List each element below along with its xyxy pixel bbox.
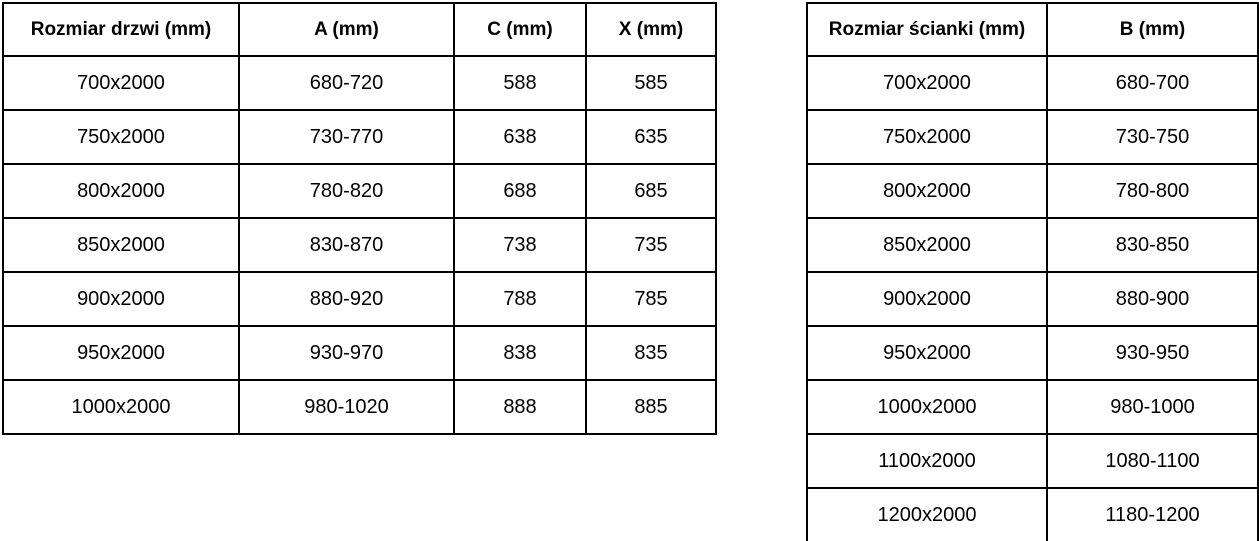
- table-cell: 900x2000: [806, 271, 1048, 327]
- table-cell: 735: [585, 217, 717, 273]
- table-header-row: Rozmiar drzwi (mm) A (mm) C (mm) X (mm): [2, 2, 717, 57]
- table-row: 850x2000 830-870 738 735: [2, 217, 717, 273]
- table-row: 750x2000 730-770 638 635: [2, 109, 717, 165]
- table-cell: 780-820: [238, 163, 455, 219]
- table-cell: 635: [585, 109, 717, 165]
- table-cell: 585: [585, 55, 717, 111]
- column-header-b: B (mm): [1046, 2, 1259, 57]
- table-cell: 780-800: [1046, 163, 1259, 219]
- table-row: 1000x2000 980-1020 888 885: [2, 379, 717, 435]
- table-cell: 700x2000: [2, 55, 240, 111]
- table-cell: 638: [453, 109, 587, 165]
- table-cell: 785: [585, 271, 717, 327]
- column-header-x: X (mm): [585, 2, 717, 57]
- column-header-c: C (mm): [453, 2, 587, 57]
- table-row: 1000x2000 980-1000: [806, 379, 1259, 435]
- table-cell: 685: [585, 163, 717, 219]
- table-cell: 880-920: [238, 271, 455, 327]
- table-cell: 1100x2000: [806, 433, 1048, 489]
- table-cell: 850x2000: [2, 217, 240, 273]
- table-cell: 800x2000: [806, 163, 1048, 219]
- wall-panel-sizes-table: Rozmiar ścianki (mm) B (mm) 700x2000 680…: [806, 2, 1259, 541]
- table-cell: 835: [585, 325, 717, 381]
- table-cell: 730-770: [238, 109, 455, 165]
- table-row: 800x2000 780-800: [806, 163, 1259, 219]
- table-row: 900x2000 880-900: [806, 271, 1259, 327]
- column-header-wall-size: Rozmiar ścianki (mm): [806, 2, 1048, 57]
- table-cell: 830-870: [238, 217, 455, 273]
- table-cell: 930-950: [1046, 325, 1259, 381]
- table-row: 700x2000 680-720 588 585: [2, 55, 717, 111]
- table-cell: 980-1000: [1046, 379, 1259, 435]
- table-cell: 788: [453, 271, 587, 327]
- table-cell: 900x2000: [2, 271, 240, 327]
- column-header-a: A (mm): [238, 2, 455, 57]
- table-cell: 1000x2000: [806, 379, 1048, 435]
- table-row: 950x2000 930-970 838 835: [2, 325, 717, 381]
- table-cell: 838: [453, 325, 587, 381]
- table-row: 750x2000 730-750: [806, 109, 1259, 165]
- column-header-door-size: Rozmiar drzwi (mm): [2, 2, 240, 57]
- table-cell: 880-900: [1046, 271, 1259, 327]
- table-row: 700x2000 680-700: [806, 55, 1259, 111]
- table-cell: 888: [453, 379, 587, 435]
- door-sizes-table: Rozmiar drzwi (mm) A (mm) C (mm) X (mm) …: [2, 2, 717, 435]
- table-cell: 588: [453, 55, 587, 111]
- table-cell: 700x2000: [806, 55, 1048, 111]
- table-cell: 1080-1100: [1046, 433, 1259, 489]
- table-cell: 830-850: [1046, 217, 1259, 273]
- table-cell: 688: [453, 163, 587, 219]
- table-cell: 1180-1200: [1046, 487, 1259, 541]
- table-cell: 885: [585, 379, 717, 435]
- table-row: 900x2000 880-920 788 785: [2, 271, 717, 327]
- table-cell: 800x2000: [2, 163, 240, 219]
- table-cell: 950x2000: [806, 325, 1048, 381]
- table-cell: 680-700: [1046, 55, 1259, 111]
- table-cell: 750x2000: [806, 109, 1048, 165]
- table-row: 950x2000 930-950: [806, 325, 1259, 381]
- table-header-row: Rozmiar ścianki (mm) B (mm): [806, 2, 1259, 57]
- table-cell: 738: [453, 217, 587, 273]
- table-cell: 680-720: [238, 55, 455, 111]
- table-cell: 850x2000: [806, 217, 1048, 273]
- table-row: 1100x2000 1080-1100: [806, 433, 1259, 489]
- table-row: 1200x2000 1180-1200: [806, 487, 1259, 541]
- table-cell: 950x2000: [2, 325, 240, 381]
- table-cell: 750x2000: [2, 109, 240, 165]
- table-row: 850x2000 830-850: [806, 217, 1259, 273]
- table-cell: 980-1020: [238, 379, 455, 435]
- table-cell: 730-750: [1046, 109, 1259, 165]
- table-row: 800x2000 780-820 688 685: [2, 163, 717, 219]
- table-cell: 1000x2000: [2, 379, 240, 435]
- table-cell: 930-970: [238, 325, 455, 381]
- table-cell: 1200x2000: [806, 487, 1048, 541]
